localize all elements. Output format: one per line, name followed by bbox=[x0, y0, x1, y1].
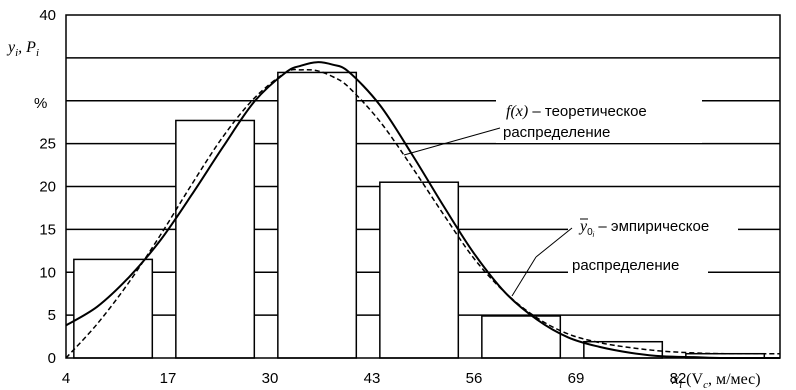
annotation-theoretical-bg bbox=[496, 99, 702, 143]
x-tick-label: 82 bbox=[670, 370, 687, 387]
bar-1 bbox=[175, 119, 256, 359]
annotation-empirical-line1: y0i – эмпирическое bbox=[578, 218, 709, 239]
annotation-theoretical: f(x) – теоретическое распределение bbox=[403, 99, 702, 156]
y-tick-label: 5 bbox=[48, 307, 56, 324]
annotation-theoretical-rest: – теоретическое bbox=[528, 103, 647, 120]
bar-0 bbox=[73, 258, 154, 359]
annotation-empirical-leader2 bbox=[535, 227, 573, 258]
x-tick-label: 17 bbox=[160, 370, 177, 387]
x-axis-label: xi (Vc, м/мес) bbox=[671, 371, 761, 390]
y-axis-label-p: , P bbox=[18, 39, 36, 56]
y-tick-label: 15 bbox=[39, 221, 56, 238]
y-axis-label-i2: i bbox=[36, 47, 39, 59]
x-tick-labels: 4 17 30 43 56 69 82 bbox=[62, 370, 687, 387]
empirical-curve bbox=[65, 68, 781, 359]
x-axis-label-c: c bbox=[703, 379, 708, 390]
x-axis-label-i: i bbox=[679, 379, 682, 390]
annotation-empirical-bg2 bbox=[568, 253, 708, 275]
x-tick-label: 69 bbox=[568, 370, 585, 387]
plot-frame bbox=[65, 14, 781, 359]
bar-3 bbox=[379, 181, 460, 359]
theoretical-curve bbox=[65, 61, 781, 360]
x-tick-label: 4 bbox=[62, 370, 70, 387]
y-tick-label: 40 bbox=[39, 7, 56, 24]
x-tick-label: 30 bbox=[262, 370, 279, 387]
annotation-empirical-bg bbox=[568, 215, 738, 237]
annotation-empirical-y: y bbox=[578, 218, 588, 235]
bar-2 bbox=[277, 71, 358, 359]
y-axis-label-i1: i bbox=[15, 47, 18, 59]
annotation-theoretical-leader bbox=[403, 127, 501, 156]
bar-4 bbox=[481, 315, 562, 359]
annotation-empirical-sub: 0 bbox=[587, 227, 593, 238]
y-tick-label: 25 bbox=[39, 136, 56, 153]
annotation-theoretical-line2: распределение bbox=[503, 124, 610, 141]
annotation-empirical-rest: – эмпирическое bbox=[594, 218, 709, 235]
x-axis-label-x: x bbox=[671, 371, 679, 388]
annotation-empirical-leader bbox=[511, 256, 537, 297]
y-tick-label: 10 bbox=[39, 264, 56, 281]
x-tick-label: 56 bbox=[466, 370, 483, 387]
y-tick-label: 0 bbox=[48, 350, 56, 367]
y-tick-labels: 0 5 10 15 20 25 40 bbox=[39, 7, 56, 367]
x-axis-label-unit: , м/мес) bbox=[708, 371, 761, 388]
x-tick-label: 43 bbox=[364, 370, 381, 387]
annotation-empirical-line2: распределение bbox=[572, 257, 679, 274]
x-axis-label-v: (V bbox=[682, 371, 703, 388]
annotation-empirical-subsub: i bbox=[593, 232, 595, 239]
annotation-empirical: y0i – эмпирическое распределение bbox=[511, 215, 738, 297]
y-tick-label: 20 bbox=[39, 179, 56, 196]
curves bbox=[65, 61, 781, 360]
percent-label: % bbox=[34, 95, 47, 112]
annotation-theoretical-line1: f(x) – теоретическое bbox=[506, 103, 647, 120]
annotation-theoretical-fx: f(x) bbox=[506, 103, 528, 120]
y-axis-label: yi, Pi bbox=[6, 39, 39, 59]
y-axis-label-y: y bbox=[6, 39, 16, 56]
